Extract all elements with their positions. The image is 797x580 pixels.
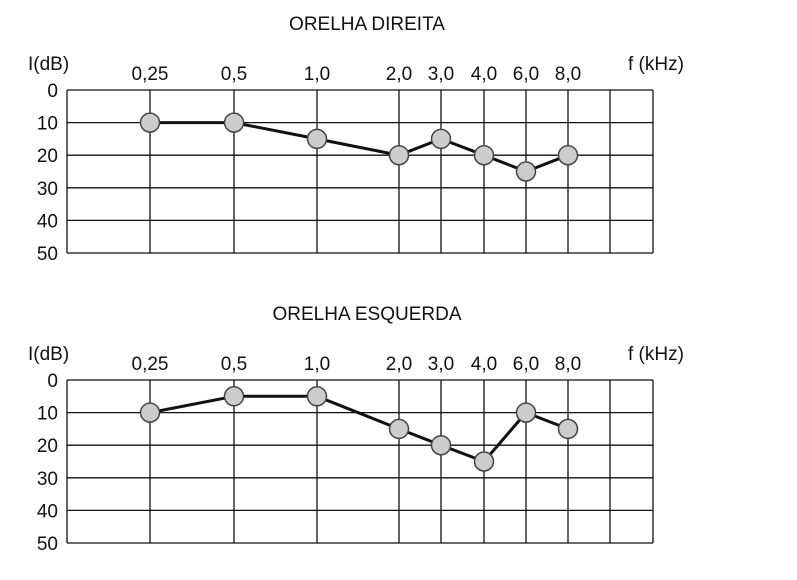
x-tick-label: 3,0: [428, 354, 454, 375]
x-tick-label: 2,0: [386, 64, 412, 85]
grid: [66, 379, 654, 544]
y-tick-label: 50: [37, 534, 58, 555]
data-point: [306, 128, 328, 150]
x-tick-label: 6,0: [513, 354, 539, 375]
y-tick-label: 30: [37, 179, 58, 200]
series-line: [149, 394, 569, 463]
x-tick-label: 4,0: [471, 354, 497, 375]
y-tick-label: 10: [37, 114, 58, 135]
x-tick-label: 0,25: [132, 354, 169, 375]
y-tick-label: 10: [37, 404, 58, 425]
data-point: [557, 418, 579, 440]
data-point: [223, 112, 245, 133]
y-tick-label: 40: [37, 501, 58, 522]
x-tick-label: 6,0: [513, 64, 539, 85]
audiogram-left-ear: ORELHA ESQUERDA I(dB) f (kHz) 0 10 20 30 40 5…: [28, 304, 684, 555]
x-tick-label: 1,0: [304, 64, 330, 85]
y-tick-label: 30: [37, 469, 58, 490]
x-tick-label: 0,5: [221, 354, 247, 375]
data-point: [139, 402, 161, 423]
series-line: [150, 121, 569, 173]
y-axis-label: I(dB): [28, 344, 69, 365]
y-tick-label: 0: [47, 81, 58, 102]
x-tick-label: 8,0: [555, 354, 581, 375]
data-point: [388, 418, 410, 440]
y-tick-label: 0: [47, 371, 58, 392]
x-tick-label: 3,0: [428, 64, 454, 85]
x-tick-label: 4,0: [471, 64, 497, 85]
x-tick-label: 1,0: [304, 354, 330, 375]
data-point: [557, 144, 579, 166]
x-tick-label: 0,25: [132, 64, 169, 85]
data-point: [430, 128, 452, 150]
x-axis-label: f (kHz): [628, 54, 684, 75]
y-axis-label: I(dB): [28, 54, 69, 75]
y-tick-label: 40: [37, 211, 58, 232]
data-point: [306, 386, 328, 407]
chart-title: ORELHA DIREITA: [289, 14, 445, 35]
data-point: [515, 402, 537, 423]
y-tick-label: 50: [37, 244, 58, 265]
data-point: [388, 144, 410, 166]
data-point: [223, 386, 245, 407]
data-point: [473, 144, 495, 166]
data-point: [430, 434, 452, 456]
audiogram-right-ear: ORELHA DIREITA I(dB) f (kHz) 0 10 20 30 40 50…: [28, 14, 684, 265]
chart-title: ORELHA ESQUERDA: [273, 304, 462, 325]
x-axis-label: f (kHz): [628, 344, 684, 365]
data-point: [473, 451, 495, 472]
x-tick-label: 0,5: [221, 64, 247, 85]
x-tick-label: 2,0: [386, 354, 412, 375]
data-point: [139, 112, 161, 133]
y-tick-label: 20: [37, 436, 58, 457]
x-tick-label: 8,0: [555, 64, 581, 85]
data-point: [515, 161, 537, 182]
y-tick-label: 20: [37, 146, 58, 167]
